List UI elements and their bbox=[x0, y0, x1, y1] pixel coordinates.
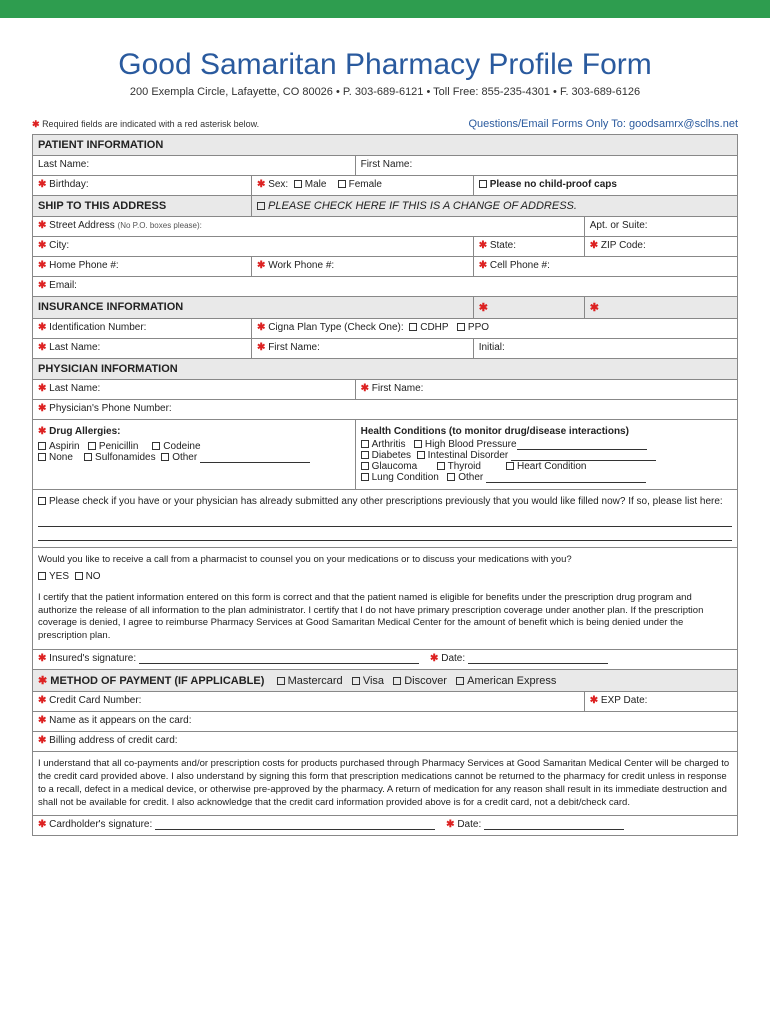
phys-phone-field[interactable]: ✱ Physician's Phone Number: bbox=[33, 400, 738, 420]
top-green-bar bbox=[0, 0, 770, 18]
prescriptions-list-block[interactable]: Please check if you have or your physici… bbox=[33, 490, 738, 548]
cardholder-signature-row[interactable]: ✱ Cardholder's signature: ✱ Date: bbox=[33, 816, 738, 836]
ins-initial-field[interactable]: Initial: bbox=[473, 339, 737, 359]
form-page: Good Samaritan Pharmacy Profile Form 200… bbox=[0, 18, 770, 856]
ins-spacer-1: ✱ bbox=[473, 297, 584, 319]
glaucoma-checkbox[interactable] bbox=[361, 462, 369, 470]
ins-spacer-2: ✱ bbox=[584, 297, 737, 319]
cardholder-sig-line[interactable] bbox=[155, 820, 435, 830]
ins-lastname-field[interactable]: ✱ Last Name: bbox=[33, 339, 252, 359]
heart-checkbox[interactable] bbox=[506, 462, 514, 470]
billing-addr-field[interactable]: ✱ Billing address of credit card: bbox=[33, 732, 738, 752]
counsel-certify-block: Would you like to receive a call from a … bbox=[33, 548, 738, 650]
highbp-checkbox[interactable] bbox=[414, 440, 422, 448]
penicillin-checkbox[interactable] bbox=[88, 442, 96, 450]
sulfonamides-checkbox[interactable] bbox=[84, 453, 92, 461]
insured-sig-line[interactable] bbox=[139, 654, 419, 664]
ins-firstname-field[interactable]: ✱ First Name: bbox=[252, 339, 474, 359]
state-field[interactable]: ✱ State: bbox=[473, 237, 584, 257]
counsel-no-checkbox[interactable] bbox=[75, 572, 83, 580]
phys-lastname-field[interactable]: ✱ Last Name: bbox=[33, 380, 356, 400]
apt-field[interactable]: Apt. or Suite: bbox=[584, 217, 737, 237]
id-number-field[interactable]: ✱ Identification Number: bbox=[33, 319, 252, 339]
arthritis-checkbox[interactable] bbox=[361, 440, 369, 448]
diabetes-checkbox[interactable] bbox=[361, 451, 369, 459]
drug-allergies-block[interactable]: ✱ Drug Allergies: Aspirin Penicillin Cod… bbox=[33, 420, 356, 490]
insured-signature-row[interactable]: ✱ Insured's signature: ✱ Date: bbox=[33, 650, 738, 670]
exp-date-field[interactable]: ✱ EXP Date: bbox=[584, 692, 737, 712]
child-proof-field[interactable]: Please no child-proof caps bbox=[473, 176, 737, 196]
cc-certify-block: I understand that all co-payments and/or… bbox=[33, 752, 738, 816]
home-phone-field[interactable]: ✱ Home Phone #: bbox=[33, 257, 252, 277]
section-ship: SHIP TO THIS ADDRESS bbox=[33, 196, 252, 217]
visa-checkbox[interactable] bbox=[352, 677, 360, 685]
phys-firstname-field[interactable]: ✱ First Name: bbox=[355, 380, 737, 400]
street-field[interactable]: ✱ Street Address (No P.O. boxes please): bbox=[33, 217, 585, 237]
ppo-checkbox[interactable] bbox=[457, 323, 465, 331]
cigna-plan-field[interactable]: ✱ Cigna Plan Type (Check One): CDHP PPO bbox=[252, 319, 738, 339]
codeine-checkbox[interactable] bbox=[152, 442, 160, 450]
amex-checkbox[interactable] bbox=[456, 677, 464, 685]
sex-field[interactable]: ✱ Sex: Male Female bbox=[252, 176, 474, 196]
none-checkbox[interactable] bbox=[38, 453, 46, 461]
name-on-card-field[interactable]: ✱ Name as it appears on the card: bbox=[33, 712, 738, 732]
presc-check-checkbox[interactable] bbox=[38, 497, 46, 505]
last-name-field[interactable]: Last Name: bbox=[33, 156, 356, 176]
intestinal-checkbox[interactable] bbox=[417, 451, 425, 459]
section-patient: PATIENT INFORMATION bbox=[33, 135, 738, 156]
work-phone-field[interactable]: ✱ Work Phone #: bbox=[252, 257, 474, 277]
section-insurance: INSURANCE INFORMATION bbox=[33, 297, 474, 319]
lung-checkbox[interactable] bbox=[361, 473, 369, 481]
first-name-field[interactable]: First Name: bbox=[355, 156, 737, 176]
counsel-yes-checkbox[interactable] bbox=[38, 572, 46, 580]
zip-field[interactable]: ✱ ZIP Code: bbox=[584, 237, 737, 257]
questions-email: Questions/Email Forms Only To: goodsamrx… bbox=[468, 118, 738, 130]
form-table: PATIENT INFORMATION Last Name: First Nam… bbox=[32, 134, 738, 836]
asterisk-icon: ✱ bbox=[32, 119, 40, 129]
page-title: Good Samaritan Pharmacy Profile Form bbox=[32, 48, 738, 82]
city-field[interactable]: ✱ City: bbox=[33, 237, 474, 257]
change-address-row[interactable]: PLEASE CHECK HERE IF THIS IS A CHANGE OF… bbox=[252, 196, 738, 217]
birthday-field[interactable]: ✱ Birthday: bbox=[33, 176, 252, 196]
insured-date-line[interactable] bbox=[468, 654, 608, 664]
childproof-checkbox[interactable] bbox=[479, 180, 487, 188]
section-physician: PHYSICIAN INFORMATION bbox=[33, 359, 738, 380]
discover-checkbox[interactable] bbox=[393, 677, 401, 685]
contact-subtitle: 200 Exempla Circle, Lafayette, CO 80026 … bbox=[32, 86, 738, 98]
email-field[interactable]: ✱ Email: bbox=[33, 277, 738, 297]
cc-number-field[interactable]: ✱ Credit Card Number: bbox=[33, 692, 585, 712]
female-checkbox[interactable] bbox=[338, 180, 346, 188]
health-conditions-block[interactable]: Health Conditions (to monitor drug/disea… bbox=[355, 420, 737, 490]
thyroid-checkbox[interactable] bbox=[437, 462, 445, 470]
required-note: ✱ Required fields are indicated with a r… bbox=[32, 119, 259, 130]
male-checkbox[interactable] bbox=[294, 180, 302, 188]
cdhp-checkbox[interactable] bbox=[409, 323, 417, 331]
allergy-other-checkbox[interactable] bbox=[161, 453, 169, 461]
change-address-checkbox[interactable] bbox=[257, 202, 265, 210]
cell-phone-field[interactable]: ✱ Cell Phone #: bbox=[473, 257, 737, 277]
cond-other-checkbox[interactable] bbox=[447, 473, 455, 481]
aspirin-checkbox[interactable] bbox=[38, 442, 46, 450]
cardholder-date-line[interactable] bbox=[484, 820, 624, 830]
mastercard-checkbox[interactable] bbox=[277, 677, 285, 685]
section-payment: ✱ METHOD OF PAYMENT (IF APPLICABLE) Mast… bbox=[33, 670, 738, 692]
